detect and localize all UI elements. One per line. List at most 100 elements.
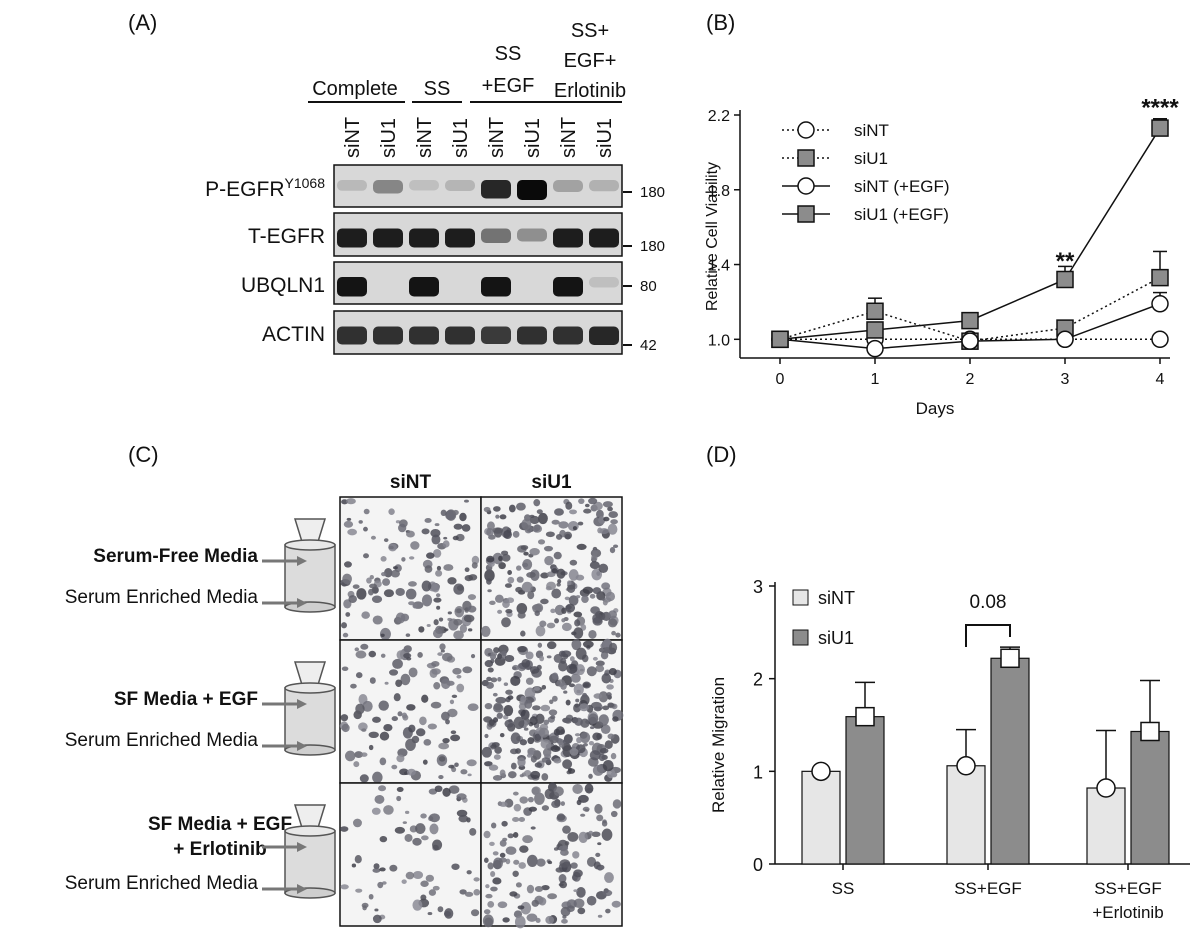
migrated-cell (517, 757, 526, 768)
migrated-cell (396, 650, 405, 660)
migrated-cell (505, 689, 513, 695)
micrograph (339, 782, 482, 927)
migrated-cell (563, 690, 568, 694)
wb-band (337, 326, 367, 345)
migrated-cell (374, 795, 385, 804)
migrated-cell (562, 914, 567, 919)
migrated-cell (588, 713, 599, 724)
wb-band (517, 180, 547, 200)
data-point (1056, 330, 1074, 349)
migrated-cell (372, 771, 383, 784)
chamber-rim (284, 539, 336, 551)
migrated-cell (486, 528, 494, 537)
migrated-cell (543, 719, 550, 725)
migrated-cell (341, 666, 349, 672)
migrated-cell (467, 594, 477, 600)
migrated-cell (425, 874, 434, 882)
chamber-body (284, 830, 336, 894)
migrated-cell (384, 681, 389, 685)
migrated-cell (399, 768, 409, 776)
wb-protein-name-main: T-EGFR (248, 225, 325, 248)
migrated-cell (582, 742, 588, 747)
western-blot: Complete SS SS +EGF SS+ EGF+ Erlotinib siNT siU1… (205, 20, 665, 355)
migrated-cell (540, 739, 552, 749)
migrated-cell (527, 590, 535, 600)
migrated-cell (438, 617, 444, 622)
migrated-cell (600, 724, 611, 735)
migrated-cell (442, 737, 450, 744)
migrated-cell (615, 632, 621, 638)
migrated-cell (534, 610, 540, 617)
migrated-cell (408, 581, 417, 587)
migrated-cell (488, 764, 499, 771)
migrated-cell (553, 757, 562, 764)
migrated-cell (343, 520, 354, 528)
migrated-cell (483, 830, 491, 839)
migrated-cell (580, 813, 586, 817)
migrated-cell (533, 498, 541, 507)
migrated-cell (482, 914, 494, 928)
migrated-cell (586, 787, 593, 792)
migrated-cell (527, 796, 534, 803)
micrograph (480, 782, 623, 929)
migrated-cell (431, 668, 441, 675)
migrated-cell (532, 603, 542, 613)
migrated-cell (608, 667, 617, 676)
migrated-cell (441, 678, 451, 690)
migrated-cell (495, 514, 500, 519)
migrated-cell (556, 568, 566, 579)
migrated-cell (612, 799, 622, 809)
wb-band (481, 277, 511, 297)
migrated-cell (451, 863, 460, 870)
migrated-cell (586, 856, 597, 867)
migrated-cell (353, 761, 360, 768)
wb-mw-label: 42 (640, 337, 657, 354)
migrated-cell (589, 726, 595, 730)
migrated-cell (401, 879, 407, 884)
migrated-cell (499, 801, 508, 807)
data-point (1151, 295, 1169, 313)
migrated-cell (565, 501, 573, 510)
wb-lane-label: siU1 (522, 118, 544, 158)
migrated-cell (535, 625, 546, 637)
wb-band (373, 180, 403, 194)
migrated-cell (487, 667, 494, 673)
migrated-cell (551, 672, 559, 680)
media-arrowhead (297, 741, 307, 751)
migrated-cell (394, 826, 406, 834)
migrated-cell (528, 806, 538, 812)
wb-protein-name: ACTIN (262, 323, 325, 346)
migrated-cell (383, 589, 395, 598)
migrated-cell (371, 595, 383, 604)
migrated-cell (530, 826, 536, 830)
migrated-cell (380, 556, 387, 562)
migrated-cell (512, 870, 519, 877)
migrated-cell (408, 667, 418, 678)
migrated-cell (354, 751, 364, 758)
migrated-cell (602, 705, 610, 711)
migrated-cell (348, 595, 357, 604)
migrated-cell (487, 862, 494, 870)
migrated-cell (443, 564, 454, 571)
data-point (1056, 270, 1074, 289)
chamber-bottom-label: Serum Enriched Media (65, 730, 259, 751)
y-tick-label: 1 (753, 762, 763, 782)
migrated-cell (574, 717, 583, 726)
migrated-cell (544, 555, 554, 566)
migrated-cell (396, 786, 404, 793)
migrated-cell (501, 617, 511, 628)
x-tick-label: 0 (776, 371, 785, 388)
legend-label: siNT (+EGF) (854, 177, 950, 196)
migrated-cell (397, 711, 403, 717)
migrated-cell (517, 645, 527, 653)
migrated-cell (512, 791, 519, 796)
migrated-cell (499, 732, 505, 738)
migrated-cell (448, 764, 455, 769)
migrated-cell (569, 748, 579, 756)
migrated-cell (445, 719, 450, 725)
migrated-cell (361, 611, 370, 619)
data-point (866, 302, 884, 321)
migrated-cell (554, 508, 564, 516)
migrated-cell (452, 509, 459, 516)
migrated-cell (526, 913, 538, 922)
